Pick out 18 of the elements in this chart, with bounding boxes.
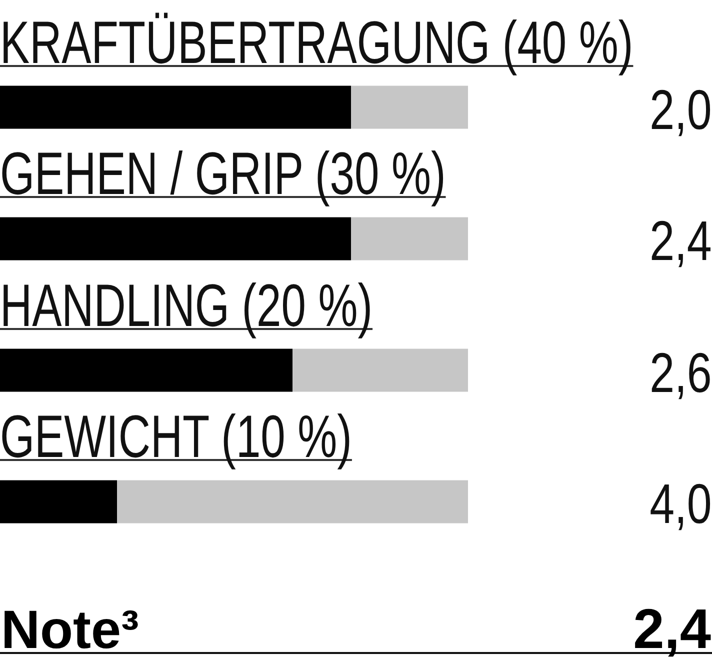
text: 4,0 (650, 472, 712, 536)
text: 2,6 (650, 340, 712, 404)
y-tick-label: KRAFTÜBERTRAGUNG (40 %) (0, 8, 634, 76)
bar (292, 348, 468, 392)
text: 2,0 (650, 78, 712, 141)
bar (0, 480, 117, 524)
bar (0, 217, 351, 260)
bar (0, 348, 292, 392)
bar (0, 86, 351, 129)
text: 2,4 (633, 597, 712, 660)
y-tick-label: HANDLING (20 %) (0, 272, 373, 339)
bar (351, 217, 468, 260)
y-tick-label: GEWICHT (10 %) (0, 403, 352, 470)
y-tick-label: GEHEN / GRIP (30 %) (0, 140, 446, 208)
bar (351, 86, 468, 129)
bar (117, 480, 468, 524)
text: Note³ (0, 600, 139, 660)
text: 2,4 (650, 209, 712, 272)
